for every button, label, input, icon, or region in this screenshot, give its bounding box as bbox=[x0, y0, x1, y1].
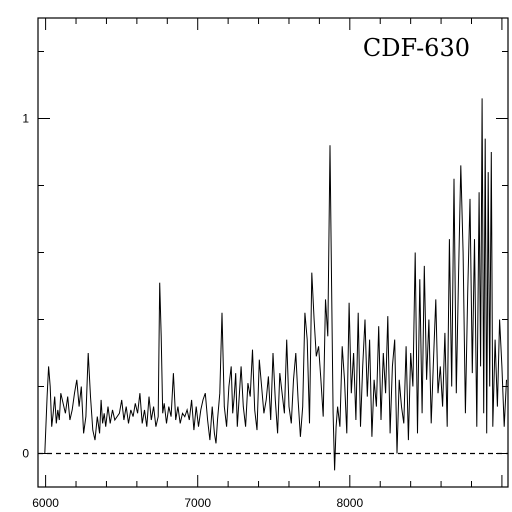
y-tick-label: 0 bbox=[22, 447, 29, 461]
x-tick-label: 7000 bbox=[184, 496, 211, 510]
y-tick-label: 1 bbox=[22, 112, 29, 126]
plot-frame bbox=[37, 17, 509, 488]
x-axis-ticks: 6000 7000 8000 bbox=[32, 18, 503, 510]
x-tick-label: 8000 bbox=[336, 496, 363, 510]
chart-title: CDF-630 bbox=[363, 34, 470, 62]
spectrum-line bbox=[44, 98, 507, 471]
series-layer bbox=[44, 98, 507, 471]
y-axis-ticks: 01 bbox=[22, 51, 508, 461]
x-tick-label: 6000 bbox=[32, 496, 59, 510]
